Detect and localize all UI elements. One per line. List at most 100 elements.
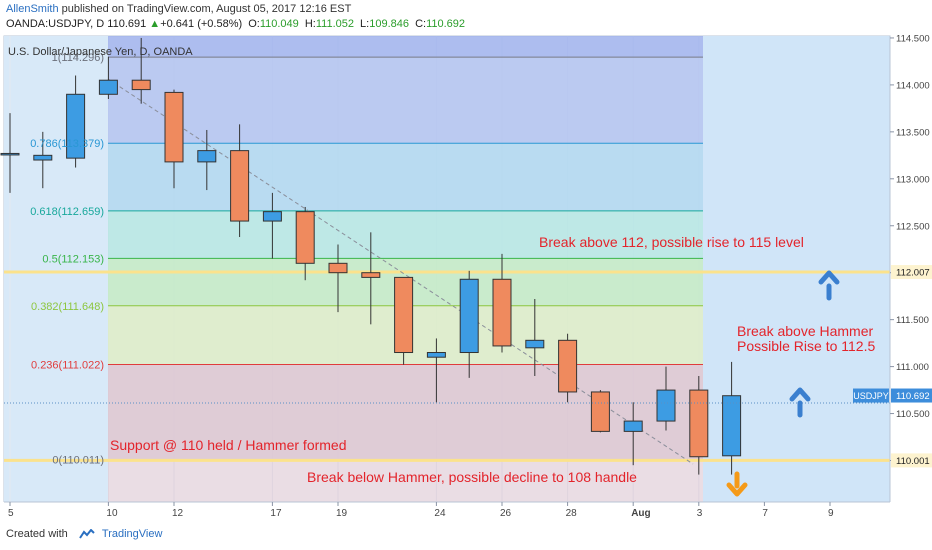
- author-link[interactable]: AllenSmith: [6, 3, 59, 15]
- y-tick-label: 112.500: [896, 221, 930, 232]
- candle: [656, 366, 676, 431]
- fib-label: 0.786(113.379): [30, 138, 104, 150]
- fib-label: 1(114.296): [52, 52, 104, 64]
- publish-line: AllenSmith published on TradingView.com,…: [6, 3, 351, 15]
- y-tick-label: 111.000: [896, 362, 929, 373]
- candle: [361, 232, 381, 325]
- symbol-line: OANDA:USDJPY, D: [6, 18, 105, 30]
- candle-body: [722, 395, 742, 457]
- left-shade: [4, 36, 108, 502]
- fib-label: 0(110.011): [52, 454, 104, 466]
- change-up-icon: ▲: [149, 18, 161, 30]
- candle-body: [590, 391, 610, 432]
- x-tick-label: 17: [270, 508, 282, 519]
- arrow-up-icon: [818, 270, 840, 301]
- open-label: O:: [248, 18, 260, 30]
- annotation-break-below: Break below Hammer, possible decline to …: [307, 469, 637, 485]
- low-label: L:: [360, 18, 370, 30]
- fib-zone: [108, 143, 703, 211]
- tradingview-brand[interactable]: TradingView: [101, 528, 163, 540]
- candle: [722, 361, 742, 475]
- arrow-up-icon: [789, 387, 811, 418]
- candle-body: [197, 150, 217, 163]
- y-tick-label: 113.000: [896, 174, 930, 185]
- level-label-bg: [891, 453, 932, 468]
- x-tick-label: 5: [8, 508, 14, 519]
- candle: [590, 390, 610, 433]
- footer: Created with TradingView: [6, 528, 162, 540]
- price-labels: 112.007 110.001 USDJPY 110.692: [853, 265, 932, 468]
- close-label: C:: [415, 18, 427, 30]
- candle-body: [656, 389, 676, 422]
- x-tick-label: Aug: [631, 508, 650, 519]
- candle-body: [0, 152, 20, 156]
- candle: [131, 37, 151, 104]
- high-label: H:: [304, 18, 316, 30]
- level-label-bg: [891, 265, 932, 280]
- candle: [426, 338, 446, 403]
- fib-label: 0.382(111.648): [31, 301, 104, 313]
- y-tick-label: 114.000: [896, 80, 930, 91]
- candle: [459, 270, 479, 378]
- candle-body: [558, 339, 578, 393]
- candle-body: [66, 93, 86, 159]
- time-axis[interactable]: 5 10 12 17 19 24 26 28 Aug 3 7 9: [0, 501, 932, 520]
- arrow-down-icon: [726, 471, 748, 497]
- change-value: +0.641 (+0.58%): [160, 18, 243, 30]
- candle: [262, 192, 282, 259]
- fib-label: 0.618(112.659): [30, 206, 104, 218]
- candle: [295, 206, 315, 281]
- high-value: 111.052: [315, 18, 354, 30]
- candle-body: [492, 278, 512, 347]
- candle-body: [623, 420, 643, 432]
- candle-body: [262, 211, 282, 222]
- x-tick-label: 28: [566, 508, 578, 519]
- created-with-text: Created with: [6, 528, 68, 540]
- candle-body: [33, 154, 53, 161]
- fib-zone-bottom: [108, 459, 703, 502]
- fib-zone: [108, 210, 703, 259]
- level-label: 110.001: [896, 456, 930, 467]
- candle-body: [426, 352, 446, 358]
- annotation-break-above-112: Break above 112, possible rise to 115 le…: [539, 234, 804, 250]
- last-price-label-bg: [891, 388, 932, 403]
- fib-zone-top: [108, 36, 703, 58]
- candles: [0, 37, 742, 475]
- fib-zones: [108, 36, 703, 502]
- candle-body: [328, 262, 348, 274]
- candle: [492, 253, 512, 353]
- candle: [623, 402, 643, 466]
- candle-body: [459, 278, 479, 354]
- fib-label: 0.236(111.022): [31, 360, 104, 372]
- x-tick-label: 7: [762, 508, 768, 519]
- candle: [164, 89, 184, 189]
- last-price-label: 110.692: [896, 391, 930, 402]
- candle-body: [361, 272, 381, 278]
- last-price: 110.691: [107, 18, 147, 30]
- candle: [98, 56, 118, 99]
- published-text: published on TradingView.com, August 05,…: [61, 3, 352, 15]
- fib-zone: [108, 57, 703, 144]
- candle: [525, 298, 545, 376]
- annotation-break-above-hammer: Break above Hammer: [737, 323, 874, 339]
- x-tick-label: 3: [697, 508, 703, 519]
- annotation-possible-rise: Possible Rise to 112.5: [737, 338, 875, 354]
- x-tick-label: 26: [500, 508, 512, 519]
- ohlc-line: OANDA:USDJPY, D 110.691 ▲+0.641 (+0.58%)…: [6, 18, 465, 30]
- x-tick-label: 10: [106, 508, 118, 519]
- y-tick-label: 114.500: [896, 33, 930, 44]
- y-tick-label: 110.500: [896, 409, 930, 420]
- fib-label: 0.5(112.153): [42, 253, 104, 265]
- candle-body: [164, 91, 184, 163]
- candle: [689, 375, 709, 475]
- tradingview-logo-icon: [78, 529, 95, 539]
- candle-body: [525, 339, 545, 349]
- candle: [328, 244, 348, 313]
- x-tick-label: 12: [172, 508, 184, 519]
- level-label: 112.007: [896, 268, 930, 279]
- symbol-tag-bg: [853, 388, 889, 403]
- close-value: 110.692: [426, 18, 466, 30]
- candle-body: [98, 79, 118, 95]
- candle: [230, 124, 250, 238]
